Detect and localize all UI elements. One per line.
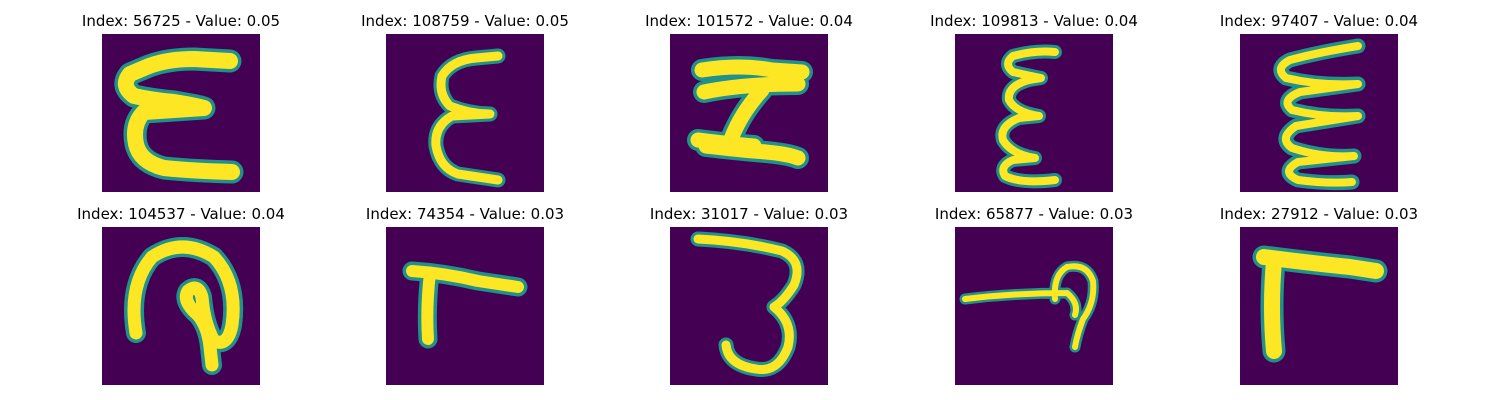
digit-image xyxy=(670,227,828,385)
image-panel: Index: 104537 - Value: 0.04 xyxy=(66,205,296,385)
panel-title: Index: 27912 - Value: 0.03 xyxy=(1219,205,1419,223)
panel-title: Index: 101572 - Value: 0.04 xyxy=(645,12,853,30)
panel-title: Index: 104537 - Value: 0.04 xyxy=(77,205,285,223)
image-panel: Index: 97407 - Value: 0.04 xyxy=(1204,12,1434,192)
panel-title: Index: 65877 - Value: 0.03 xyxy=(934,205,1134,223)
digit-image xyxy=(386,227,544,385)
digit-image xyxy=(102,227,260,385)
digit-image xyxy=(386,34,544,192)
panel-title: Index: 31017 - Value: 0.03 xyxy=(649,205,849,223)
digit-image xyxy=(1240,34,1398,192)
panel-title: Index: 56725 - Value: 0.05 xyxy=(81,12,281,30)
panel-title: Index: 97407 - Value: 0.04 xyxy=(1219,12,1419,30)
image-panel: Index: 31017 - Value: 0.03 xyxy=(634,205,864,385)
panel-title: Index: 109813 - Value: 0.04 xyxy=(930,12,1138,30)
image-panel: Index: 108759 - Value: 0.05 xyxy=(350,12,580,192)
digit-image xyxy=(102,34,260,192)
image-panel: Index: 65877 - Value: 0.03 xyxy=(919,205,1149,385)
image-panel: Index: 74354 - Value: 0.03 xyxy=(350,205,580,385)
panel-title: Index: 74354 - Value: 0.03 xyxy=(365,205,565,223)
image-panel: Index: 27912 - Value: 0.03 xyxy=(1204,205,1434,385)
image-panel: Index: 109813 - Value: 0.04 xyxy=(919,12,1149,192)
image-panel: Index: 56725 - Value: 0.05 xyxy=(66,12,296,192)
digit-image xyxy=(1240,227,1398,385)
image-panel: Index: 101572 - Value: 0.04 xyxy=(634,12,864,192)
digit-image xyxy=(955,227,1113,385)
digit-image xyxy=(670,34,828,192)
digit-image xyxy=(955,34,1113,192)
panel-title: Index: 108759 - Value: 0.05 xyxy=(361,12,569,30)
